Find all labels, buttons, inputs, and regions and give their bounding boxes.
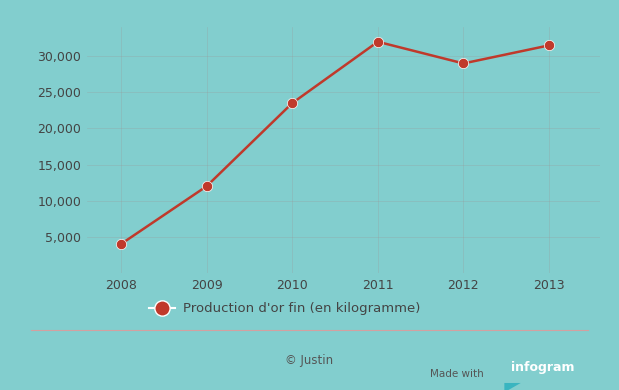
Legend: Production d'or fin (en kilogramme): Production d'or fin (en kilogramme) (149, 302, 420, 315)
Point (373, 39, 383, 45)
Point (544, 42, 554, 48)
Text: infogram: infogram (511, 361, 575, 374)
Point (459, 60, 469, 67)
Point (202, 183, 212, 190)
Text: © Justin: © Justin (285, 354, 334, 367)
Polygon shape (504, 383, 521, 390)
Text: Made with: Made with (430, 369, 484, 379)
Point (116, 241, 126, 247)
Point (287, 100, 297, 106)
